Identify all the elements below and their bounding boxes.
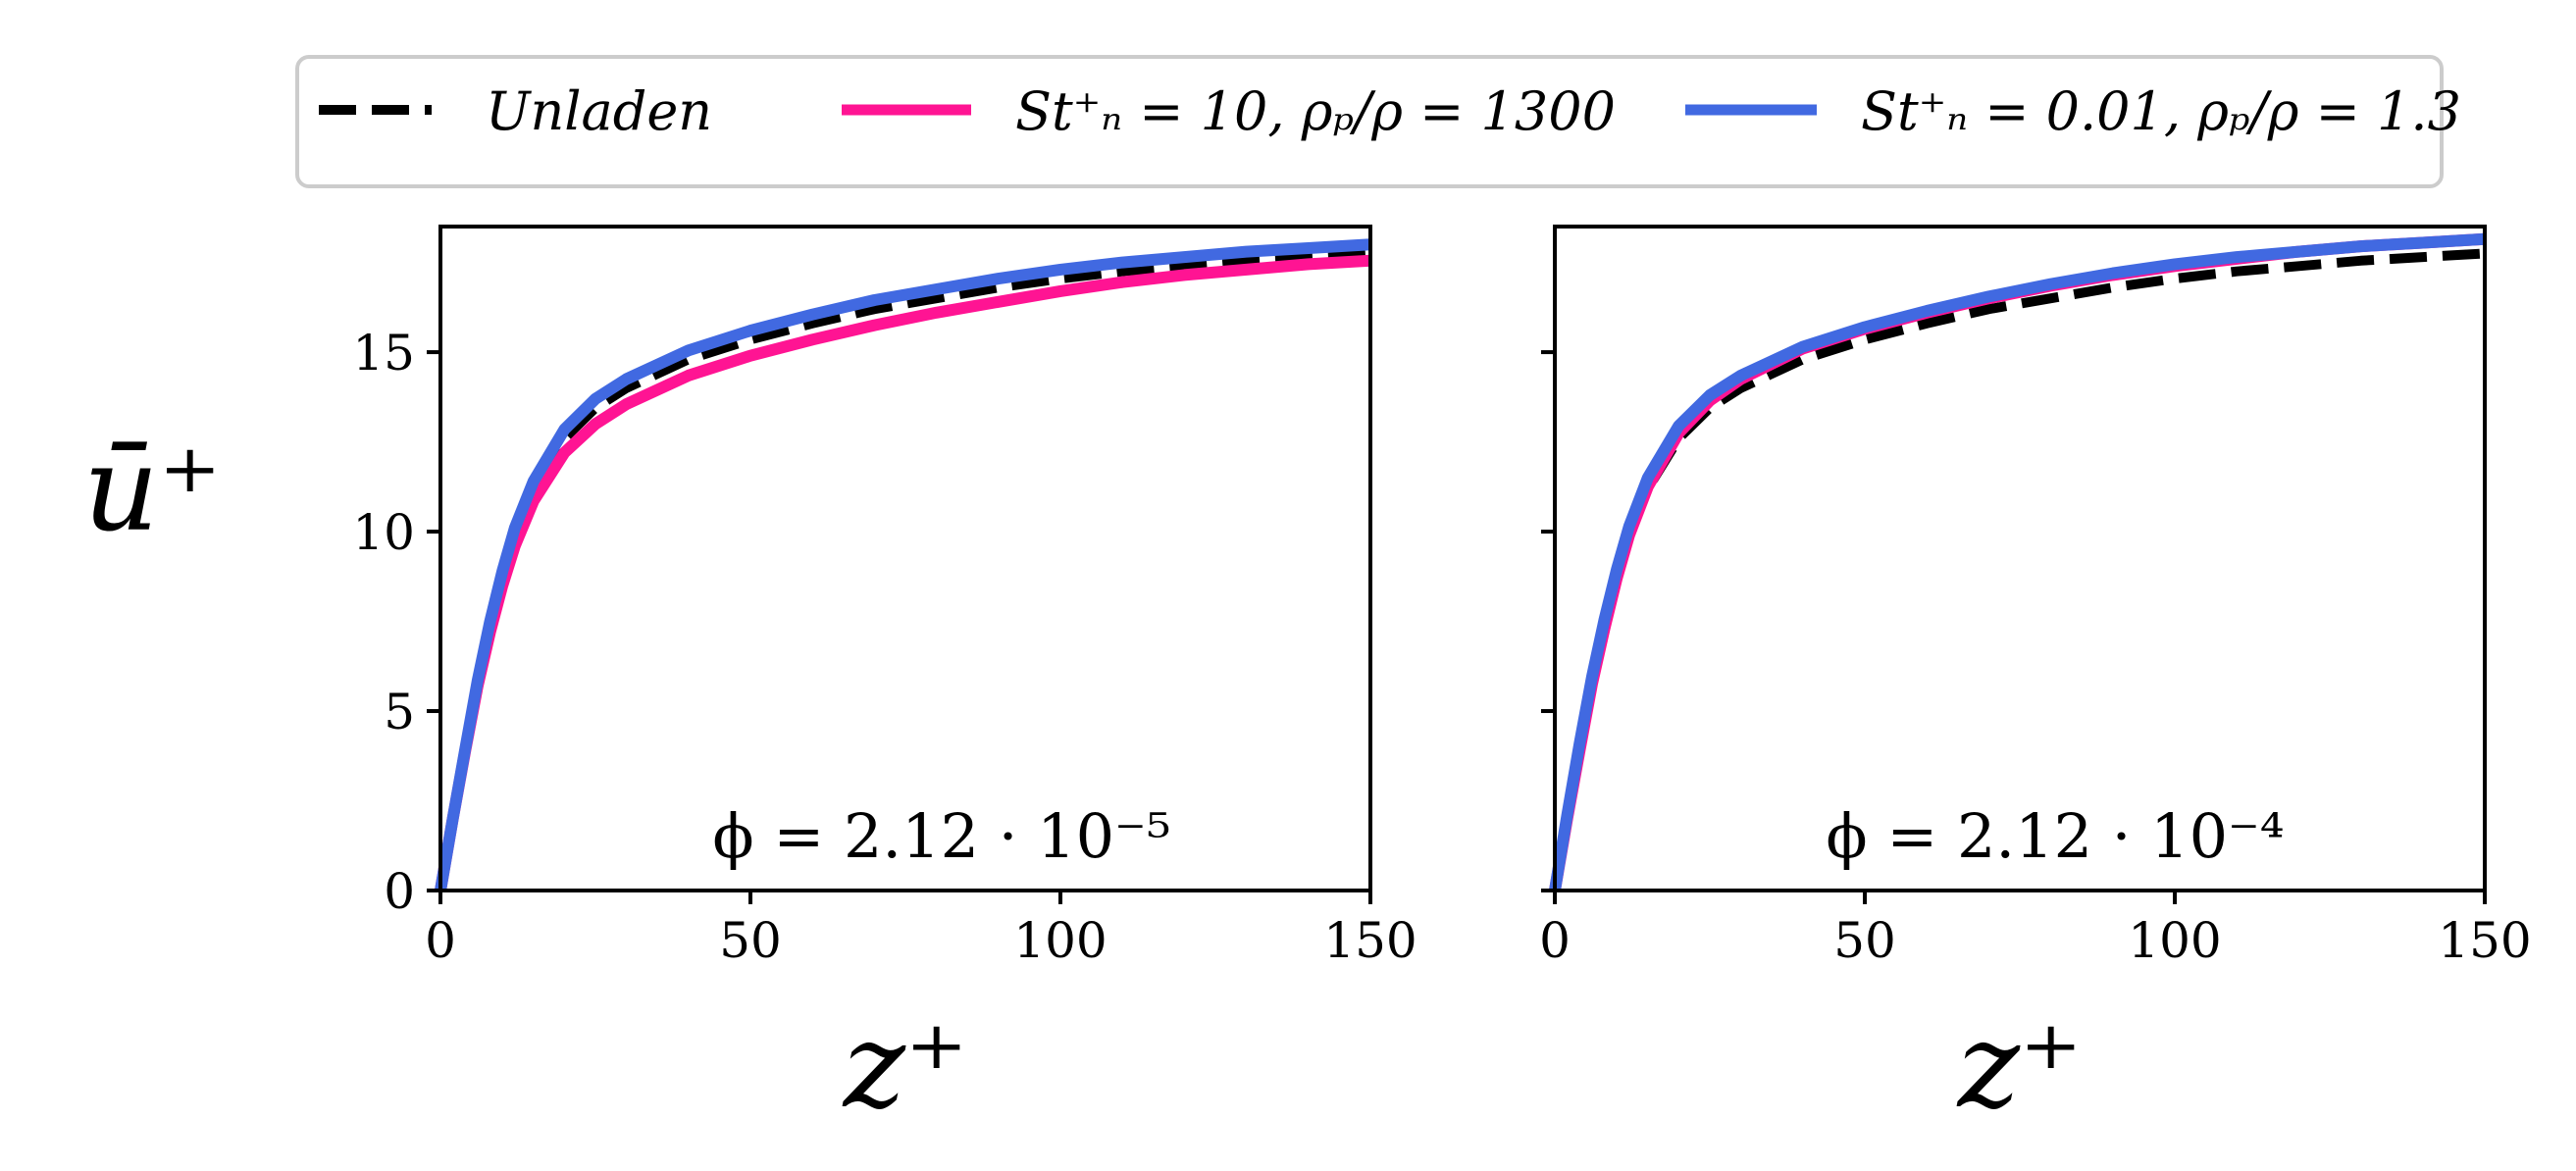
x-axis-label-right: z⁺ <box>1956 998 2083 1135</box>
series-line-heavy-particles-left <box>435 254 1371 892</box>
x-axis-label-left: z⁺ <box>842 998 968 1135</box>
legend-entry-heavy-particles: St⁺ₙ = 10, ρₚ/ρ = 1300 <box>842 80 1616 142</box>
legend: Unladen St⁺ₙ = 10, ρₚ/ρ = 1300 St⁺ₙ = 0.… <box>295 55 2461 188</box>
y-axis-label: ū⁺ <box>83 422 222 558</box>
y-tick-label: 0 <box>384 863 415 920</box>
y-ticks-left: 0 5 10 15 <box>352 325 440 920</box>
legend-entry-light-particles: St⁺ₙ = 0.01, ρₚ/ρ = 1.3 <box>1685 80 2461 142</box>
x-tick-label: 150 <box>1323 912 1417 969</box>
x-tick-label: 50 <box>1833 912 1896 969</box>
curves-right <box>1549 232 2486 892</box>
plot-frame-right <box>1553 225 2487 892</box>
series-line-unladen-left <box>436 248 1371 891</box>
x-tick-label: 100 <box>2128 912 2221 969</box>
y-tick-label: 5 <box>384 684 415 740</box>
x-tick-label: 50 <box>719 912 782 969</box>
annotation-right: ϕ = 2.12 · 10⁻⁴ <box>1826 800 2284 872</box>
panel-left: 0 50 100 150 0 5 10 15 ϕ = 2.12 · 10⁻⁵ z⁺ ū⁺ <box>83 225 1417 1135</box>
legend-frame <box>295 55 2444 188</box>
x-tick-label: 0 <box>425 912 456 969</box>
x-ticks-left: 0 50 100 150 <box>425 891 1417 969</box>
x-tick-label: 150 <box>2438 912 2531 969</box>
plot-frame-left <box>438 225 1372 892</box>
x-tick-label: 100 <box>1013 912 1107 969</box>
legend-label-heavy-particles: St⁺ₙ = 10, ρₚ/ρ = 1300 <box>1015 80 1616 142</box>
y-tick-label: 15 <box>352 325 415 382</box>
y-ticks-right <box>1541 350 1555 892</box>
series-line-light-particles-left <box>435 238 1371 892</box>
panel-right: 0 50 100 150 ϕ = 2.12 · 10⁻⁴ z⁺ <box>1539 225 2532 1135</box>
legend-entry-unladen: Unladen <box>319 80 712 142</box>
x-ticks-right: 0 50 100 150 <box>1539 891 2532 969</box>
y-tick-label: 10 <box>352 504 415 561</box>
annotation-left: ϕ = 2.12 · 10⁻⁵ <box>712 800 1170 872</box>
series-line-heavy-particles-right <box>1549 232 2486 892</box>
legend-label-light-particles: St⁺ₙ = 0.01, ρₚ/ρ = 1.3 <box>1861 80 2461 142</box>
curves-left <box>435 238 1371 892</box>
legend-label-unladen: Unladen <box>486 80 712 142</box>
series-line-light-particles-right <box>1549 232 2486 891</box>
series-line-unladen-right <box>1550 248 2486 891</box>
x-tick-label: 0 <box>1539 912 1571 969</box>
